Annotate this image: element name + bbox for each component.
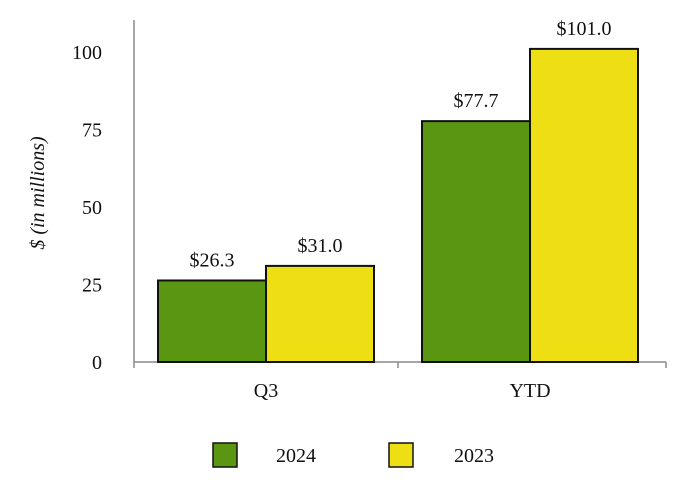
legend-swatch-2024: [212, 442, 238, 468]
data-label: $31.0: [298, 235, 343, 257]
y-tick-label: 25: [82, 275, 102, 297]
y-tick-label: 0: [92, 352, 102, 374]
y-tick-label: 100: [72, 42, 102, 64]
bar-2024-q3: [157, 279, 267, 363]
bars: $26.3 $77.7 $31.0 $101.0: [157, 18, 639, 364]
y-tick-label: 75: [82, 120, 102, 142]
bar-2024-ytd: [421, 120, 531, 363]
y-tick-label: 50: [82, 197, 102, 219]
legend: 2024 2023: [212, 442, 494, 468]
bar-2023-q3: [265, 264, 375, 363]
legend-label-2023: 2023: [454, 445, 494, 467]
legend-label-2024: 2024: [276, 445, 316, 467]
x-tick-label: Q3: [254, 380, 278, 402]
x-tick-label: YTD: [509, 380, 550, 402]
data-label: $26.3: [190, 249, 235, 271]
legend-swatch-2023: [388, 442, 414, 468]
y-axis-label: $ (in millions): [27, 136, 49, 250]
data-label: $101.0: [557, 18, 612, 40]
bar-2023-ytd: [529, 47, 639, 364]
data-label: $77.7: [454, 90, 499, 112]
